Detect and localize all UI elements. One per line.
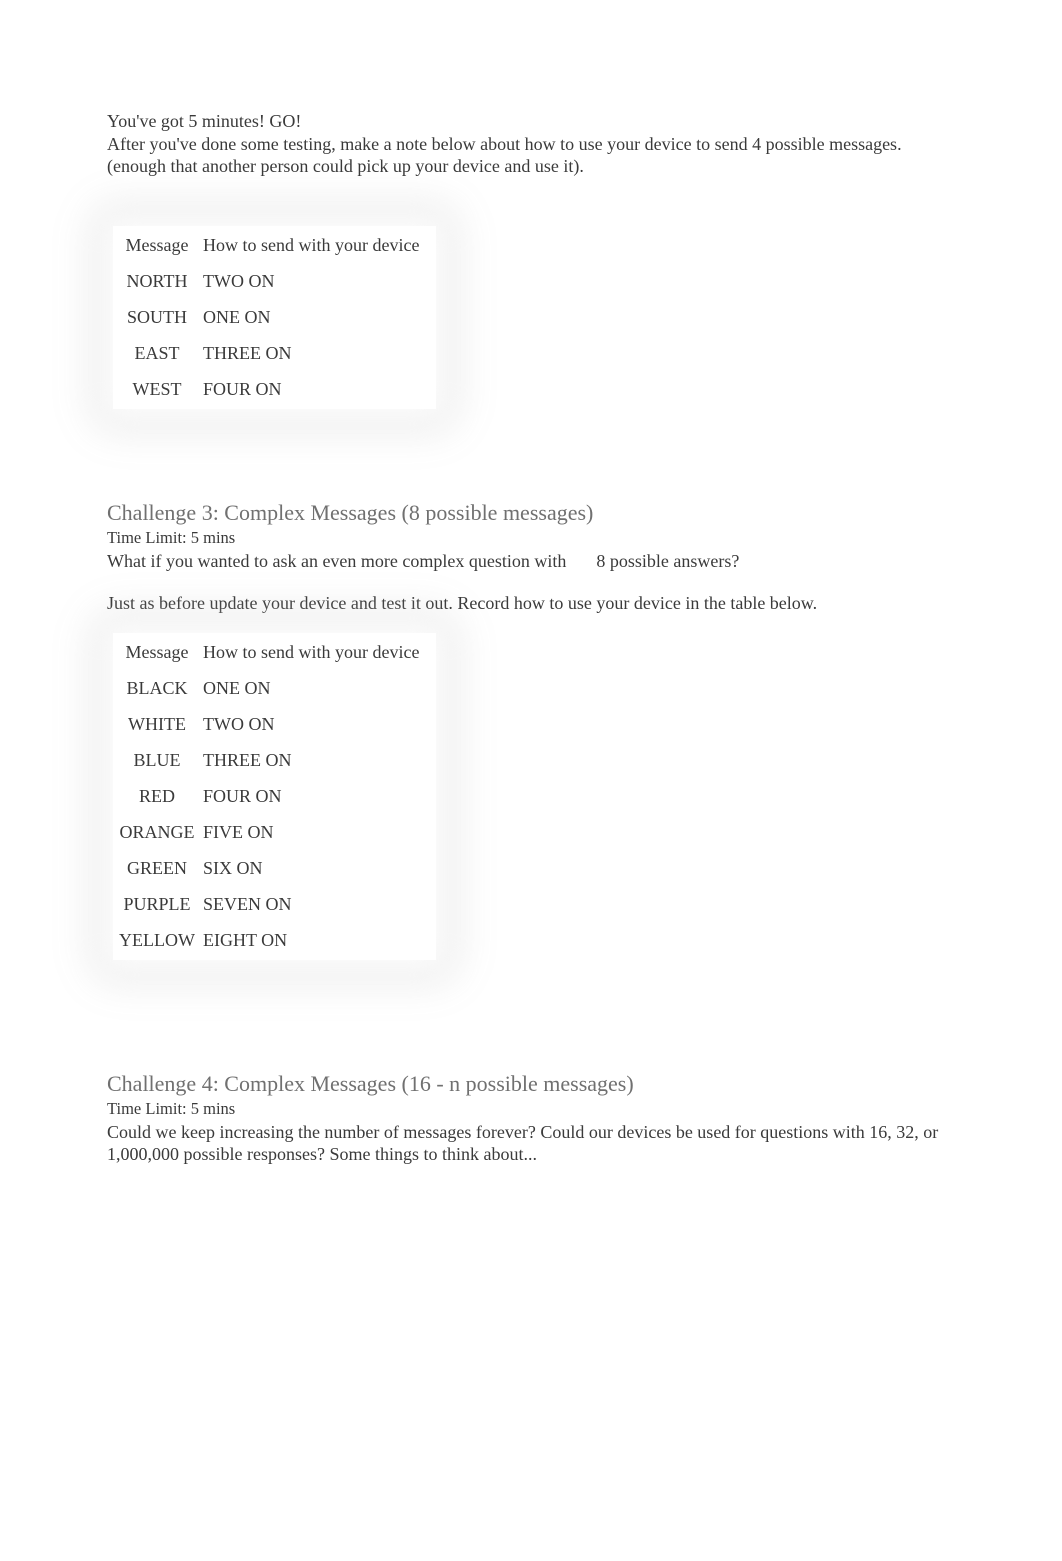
table2-header-how: How to send with your device (201, 636, 433, 669)
table-row: BLACK ONE ON (116, 672, 433, 705)
table-row: PURPLE SEVEN ON (116, 888, 433, 921)
table-row: RED FOUR ON (116, 780, 433, 813)
challenge3-instruction: Just as before update your device and te… (107, 592, 955, 615)
table2-msg-6: PURPLE (116, 888, 198, 921)
table1-how-1: ONE ON (201, 301, 433, 334)
table2-msg-2: BLUE (116, 744, 198, 777)
table-row: ORANGE FIVE ON (116, 816, 433, 849)
challenge3-section: Challenge 3: Complex Messages (8 possibl… (107, 500, 955, 971)
table2-msg-1: WHITE (116, 708, 198, 741)
challenge4-section: Challenge 4: Complex Messages (16 - n po… (107, 1071, 955, 1166)
table2: Message How to send with your device BLA… (113, 633, 436, 960)
challenge3-q-pre: What if you wanted to ask an even more c… (107, 551, 566, 571)
table2-how-1: TWO ON (201, 708, 433, 741)
intro-line1: You've got 5 minutes! GO! (107, 111, 301, 131)
challenge3-time: Time Limit: 5 mins (107, 528, 955, 548)
intro-line2: After you've done some testing, make a n… (107, 134, 902, 177)
table2-wrap: Message How to send with your device BLA… (107, 627, 442, 966)
table2-msg-4: ORANGE (116, 816, 198, 849)
table1-msg-1: SOUTH (116, 301, 198, 334)
table2-msg-5: GREEN (116, 852, 198, 885)
table2-how-2: THREE ON (201, 744, 433, 777)
table2-how-6: SEVEN ON (201, 888, 433, 921)
table-row: WEST FOUR ON (116, 373, 433, 406)
table-header-row: Message How to send with your device (116, 636, 433, 669)
table2-msg-7: YELLOW (116, 924, 198, 957)
challenge3-title: Challenge 3: Complex Messages (8 possibl… (107, 500, 955, 526)
table-row: GREEN SIX ON (116, 852, 433, 885)
table2-how-7: EIGHT ON (201, 924, 433, 957)
table2-how-0: ONE ON (201, 672, 433, 705)
challenge4-time: Time Limit: 5 mins (107, 1099, 955, 1119)
table1-msg-0: NORTH (116, 265, 198, 298)
table-row: BLUE THREE ON (116, 744, 433, 777)
table-row: EAST THREE ON (116, 337, 433, 370)
table2-how-4: FIVE ON (201, 816, 433, 849)
table-row: SOUTH ONE ON (116, 301, 433, 334)
table1: Message How to send with your device NOR… (113, 226, 436, 409)
intro-text: You've got 5 minutes! GO! After you've d… (107, 110, 955, 178)
table2-how-3: FOUR ON (201, 780, 433, 813)
table2-how-5: SIX ON (201, 852, 433, 885)
intro-section: You've got 5 minutes! GO! After you've d… (107, 110, 955, 420)
table-row: NORTH TWO ON (116, 265, 433, 298)
challenge3-q-post: 8 possible answers? (596, 551, 739, 571)
challenge4-title: Challenge 4: Complex Messages (16 - n po… (107, 1071, 955, 1097)
table1-header-msg: Message (116, 229, 198, 262)
table1-how-3: FOUR ON (201, 373, 433, 406)
table2-msg-0: BLACK (116, 672, 198, 705)
table-row: WHITE TWO ON (116, 708, 433, 741)
table-header-row: Message How to send with your device (116, 229, 433, 262)
table-row: YELLOW EIGHT ON (116, 924, 433, 957)
table2-msg-3: RED (116, 780, 198, 813)
table1-how-2: THREE ON (201, 337, 433, 370)
table1-how-0: TWO ON (201, 265, 433, 298)
challenge4-question: Could we keep increasing the number of m… (107, 1121, 955, 1166)
table2-header-msg: Message (116, 636, 198, 669)
table1-wrap: Message How to send with your device NOR… (107, 220, 442, 415)
table1-msg-3: WEST (116, 373, 198, 406)
challenge3-question: What if you wanted to ask an even more c… (107, 550, 955, 573)
table1-msg-2: EAST (116, 337, 198, 370)
table1-header-how: How to send with your device (201, 229, 433, 262)
